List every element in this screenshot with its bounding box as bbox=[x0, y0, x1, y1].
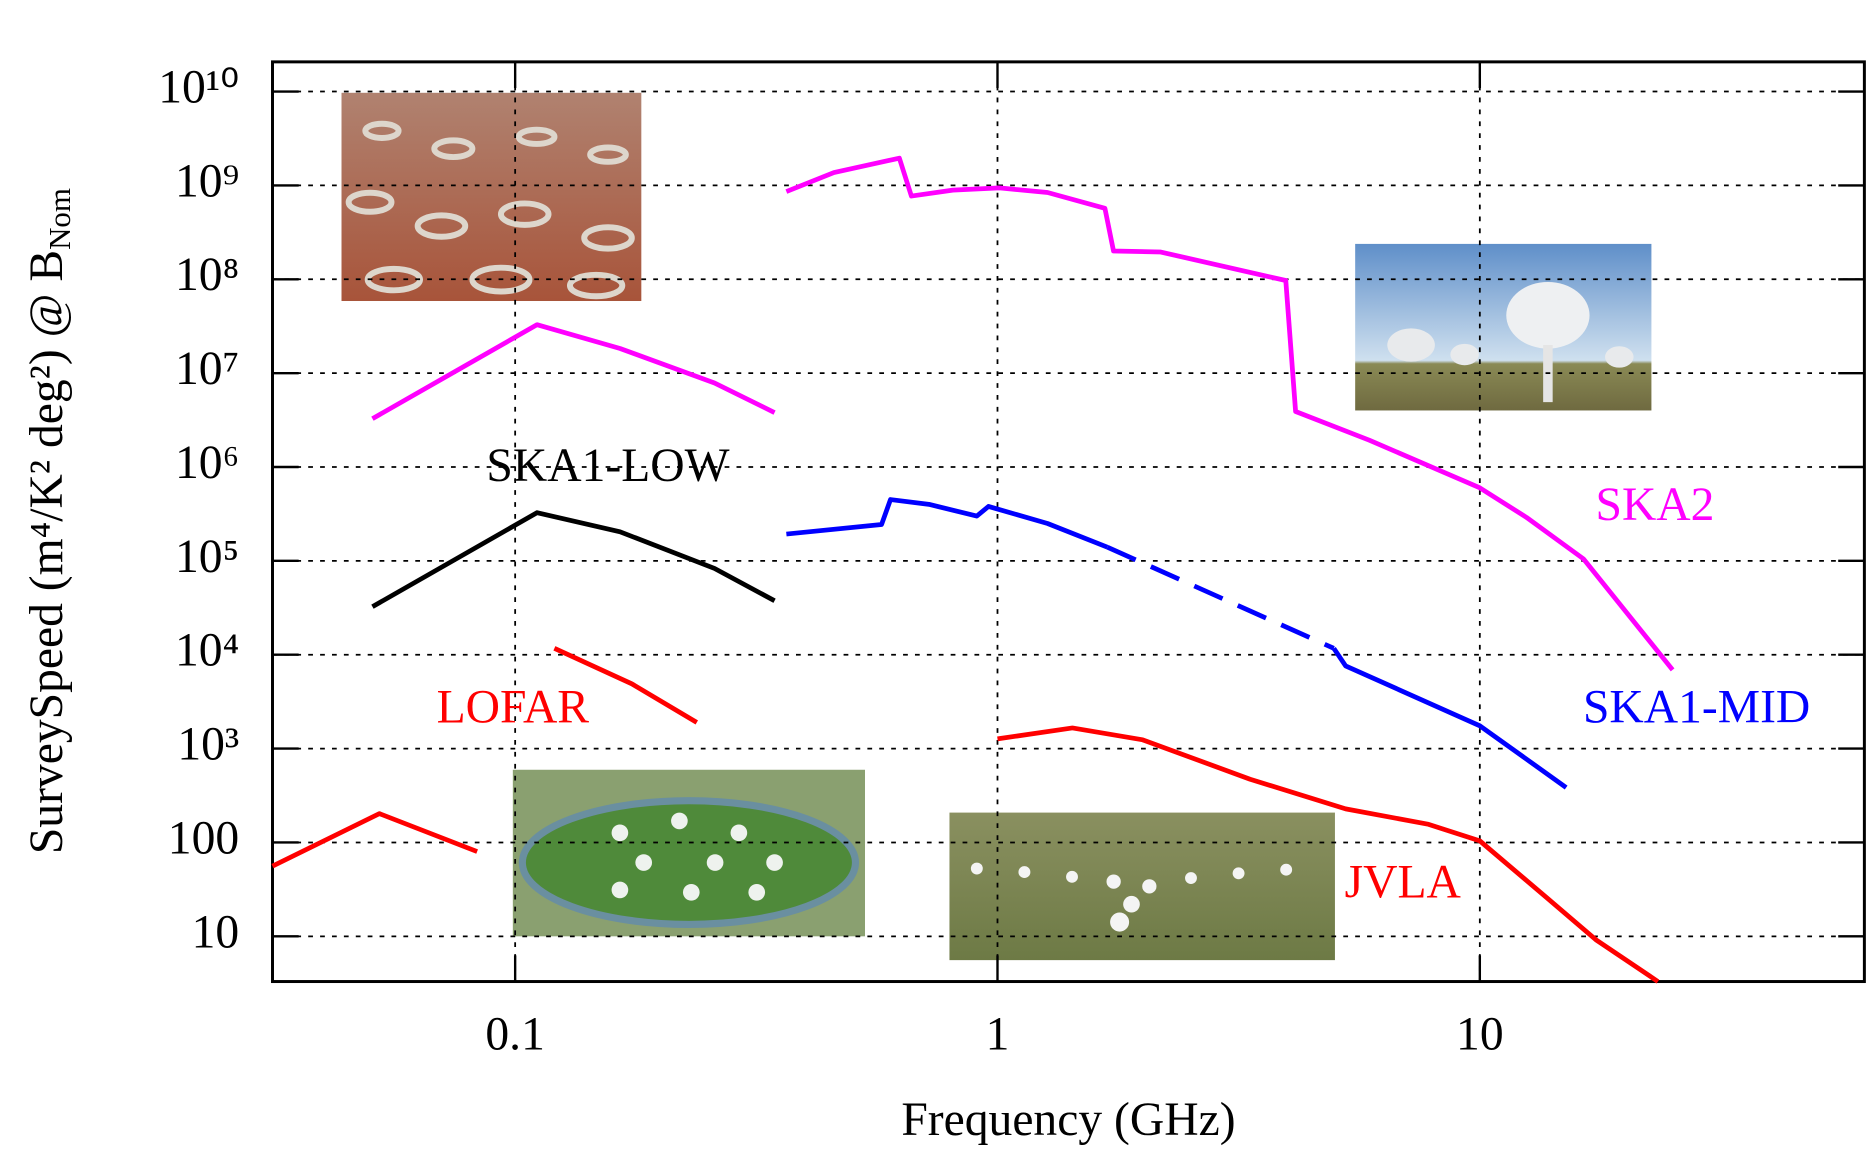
y-axis-label-main: SurveySpeed (m⁴/K² deg²) @ B bbox=[21, 250, 73, 854]
y-tick-label: 10⁴ bbox=[175, 625, 239, 677]
series-line bbox=[553, 646, 699, 725]
x-tick-label: 10 bbox=[1456, 1009, 1504, 1061]
series-line bbox=[785, 155, 1675, 672]
y-axis-label-subscript: Nom bbox=[42, 188, 77, 250]
y-tick-label: 10⁸ bbox=[175, 249, 239, 301]
photo-ska-low bbox=[341, 92, 642, 302]
photo-jvla bbox=[949, 812, 1335, 961]
series-label: SKA1-MID bbox=[1583, 681, 1810, 733]
dashed-connector bbox=[1106, 544, 1335, 651]
series-label: SKA2 bbox=[1596, 479, 1715, 531]
y-tick-label: 10³ bbox=[177, 719, 239, 771]
series-line bbox=[1331, 647, 1568, 790]
series-label: SKA1-LOW bbox=[486, 440, 729, 492]
x-tick-label: 1 bbox=[986, 1009, 1010, 1061]
y-tick-label: 10⁵ bbox=[175, 531, 239, 583]
y-axis-label: SurveySpeed (m⁴/K² deg²) @ BNom bbox=[21, 188, 77, 854]
plot-frame bbox=[271, 60, 1866, 984]
series-line bbox=[786, 497, 1109, 550]
series-label: JVLA bbox=[1345, 856, 1462, 908]
y-tick-label: 10⁹ bbox=[175, 155, 239, 207]
series-line bbox=[371, 322, 776, 421]
series-label: LOFAR bbox=[437, 681, 590, 733]
y-tick-label: 10¹⁰ bbox=[158, 61, 239, 113]
series-line bbox=[997, 725, 1660, 984]
y-tick-label: 100 bbox=[168, 812, 239, 864]
x-tick-label: 0.1 bbox=[485, 1009, 544, 1061]
y-tick-label: 10⁶ bbox=[175, 437, 239, 489]
y-tick-label: 10⁷ bbox=[175, 343, 239, 395]
x-axis-label: Frequency (GHz) bbox=[901, 1094, 1235, 1146]
photo-lofar bbox=[512, 769, 865, 937]
series-line bbox=[371, 510, 776, 609]
photo-ska-mid bbox=[1355, 243, 1652, 411]
y-tick-label: 10 bbox=[192, 906, 240, 958]
series-line bbox=[271, 811, 478, 869]
